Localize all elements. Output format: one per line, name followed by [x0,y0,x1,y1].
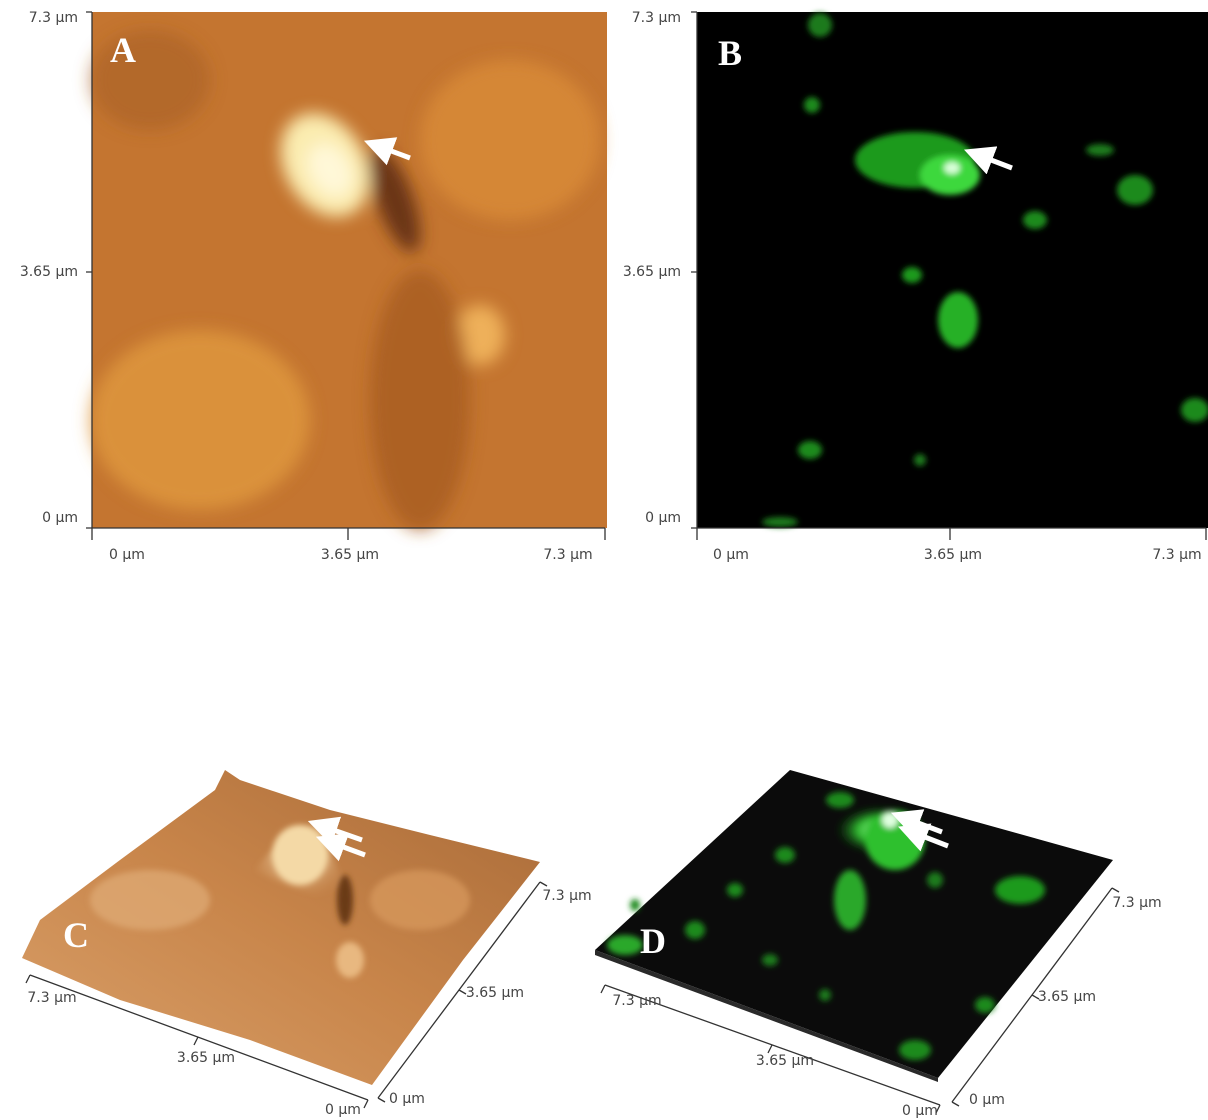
tick-label: 3.65 µm [756,1053,814,1069]
figure: A 7.3 µm 3.65 µm 0 µm 0 µm 3.65 µm 7.3 µ… [0,0,1208,1120]
tick-label: 0 µm [42,510,78,526]
tick-label: 7.3 µm [632,10,681,26]
tick-label: 0 µm [325,1102,361,1118]
tick-label: 0 µm [389,1091,425,1107]
panel-d-surface [595,770,1119,1113]
tick-label: 0 µm [713,547,749,563]
panel-label: D [640,921,666,961]
tick-label: 7.3 µm [612,993,661,1009]
tick-label: 7.3 µm [543,547,592,563]
tick-label: 7.3 µm [29,10,78,26]
tick-label: 3.65 µm [924,547,982,563]
panel-label: B [718,33,742,73]
tick-label: 0 µm [902,1103,938,1119]
panel-label: A [110,30,136,70]
panel-c-surface [22,770,547,1108]
tick-label: 7.3 µm [542,888,591,904]
panel-label: C [63,915,89,955]
tick-label: 3.65 µm [321,547,379,563]
tick-label: 0 µm [109,547,145,563]
panel-b-image [697,12,1208,528]
tick-label: 0 µm [969,1092,1005,1108]
tick-label: 3.65 µm [20,264,78,280]
panel-a-image [90,12,607,530]
tick-label: 3.65 µm [623,264,681,280]
tick-label: 0 µm [645,510,681,526]
tick-label: 7.3 µm [1112,895,1161,911]
tick-label: 7.3 µm [27,990,76,1006]
tick-label: 3.65 µm [466,985,524,1001]
tick-label: 3.65 µm [177,1050,235,1066]
tick-label: 3.65 µm [1038,989,1096,1005]
tick-label: 7.3 µm [1152,547,1201,563]
